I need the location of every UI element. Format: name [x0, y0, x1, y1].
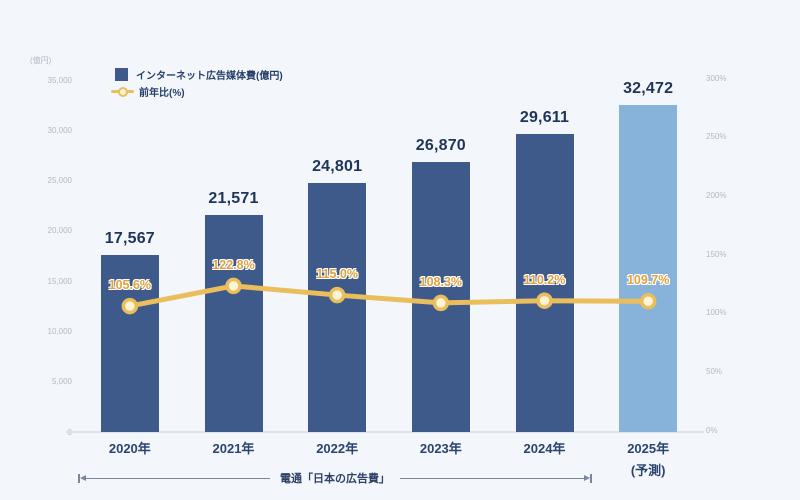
- x-label-2025年: 2025年 (予測): [596, 441, 700, 478]
- pct-label-2025年: 109.7%: [626, 273, 670, 288]
- value-label-2024年: 29,611: [519, 109, 570, 127]
- right-tick: 0%: [706, 425, 718, 435]
- left-tick: 35,000: [47, 75, 72, 85]
- left-tick: 0: [18, 428, 72, 437]
- left-tick: 15,000: [47, 276, 72, 286]
- left-tick: 5,000: [51, 377, 72, 387]
- left-tick: 30,000: [47, 125, 72, 135]
- value-label-2022年: 24,801: [312, 157, 363, 175]
- pct-label-2020年: 105.6%: [108, 278, 152, 293]
- source-label: 電通「日本の広告費」: [280, 473, 390, 485]
- value-label-2025年: 32,472: [623, 80, 674, 98]
- line-marker-icon: [117, 86, 128, 97]
- legend-label-line: 前年比(%): [139, 88, 185, 99]
- bar-2022年: [308, 182, 367, 432]
- bar-series-swatch-icon: [115, 68, 128, 81]
- arrowhead-left-icon: [80, 475, 86, 481]
- forecast-note: (予測): [630, 463, 666, 478]
- arrow-endcap-right: [590, 473, 592, 483]
- right-tick: 200%: [706, 190, 727, 200]
- source-annotation: 電通「日本の広告費」: [78, 470, 592, 486]
- legend-label-bar: インターネット広告媒体費(億円): [136, 71, 283, 82]
- bar-2025年: [619, 105, 678, 432]
- right-tick: 50%: [706, 366, 723, 376]
- x-label-2023年: 2023年: [419, 441, 462, 456]
- pct-label-2023年: 108.3%: [419, 274, 463, 289]
- bar-2021年: [204, 215, 263, 432]
- x-label-2020年: 2020年: [108, 441, 151, 456]
- arrowhead-right-icon: [584, 475, 590, 481]
- left-tick: 20,000: [47, 226, 72, 236]
- right-tick: 250%: [706, 132, 727, 142]
- legend-row-bar: インターネット広告媒体費(億円): [111, 66, 283, 83]
- legend-row-line: 前年比(%): [111, 83, 283, 100]
- left-tick: 10,000: [47, 326, 72, 336]
- pct-label-2021年: 122.8%: [212, 257, 255, 272]
- x-label-2021年: 2021年: [212, 441, 255, 456]
- x-axis-baseline: [66, 431, 704, 433]
- line-series-swatch-icon: [111, 86, 134, 97]
- pct-label-2022年: 115.0%: [316, 267, 359, 282]
- value-label-2020年: 17,567: [104, 230, 155, 248]
- x-label-2024年: 2024年: [523, 441, 566, 456]
- value-label-2023年: 26,870: [415, 136, 466, 154]
- right-tick: 150%: [706, 249, 727, 259]
- arrow-line-left: [86, 477, 270, 479]
- arrow-line-right: [400, 477, 584, 479]
- value-label-2021年: 21,571: [208, 190, 259, 208]
- right-tick: 100%: [706, 308, 727, 318]
- legend: インターネット広告媒体費(億円) 前年比(%): [111, 66, 283, 100]
- arrow-endcap-left: [78, 473, 80, 483]
- right-tick: 300%: [706, 73, 727, 83]
- left-tick: 25,000: [47, 176, 72, 186]
- bar-2024年: [515, 134, 574, 432]
- x-label-2022年: 2022年: [316, 441, 359, 456]
- bar-2023年: [411, 161, 470, 432]
- left-axis-title: (億円): [30, 56, 52, 65]
- pct-label-2024年: 110.2%: [523, 272, 566, 287]
